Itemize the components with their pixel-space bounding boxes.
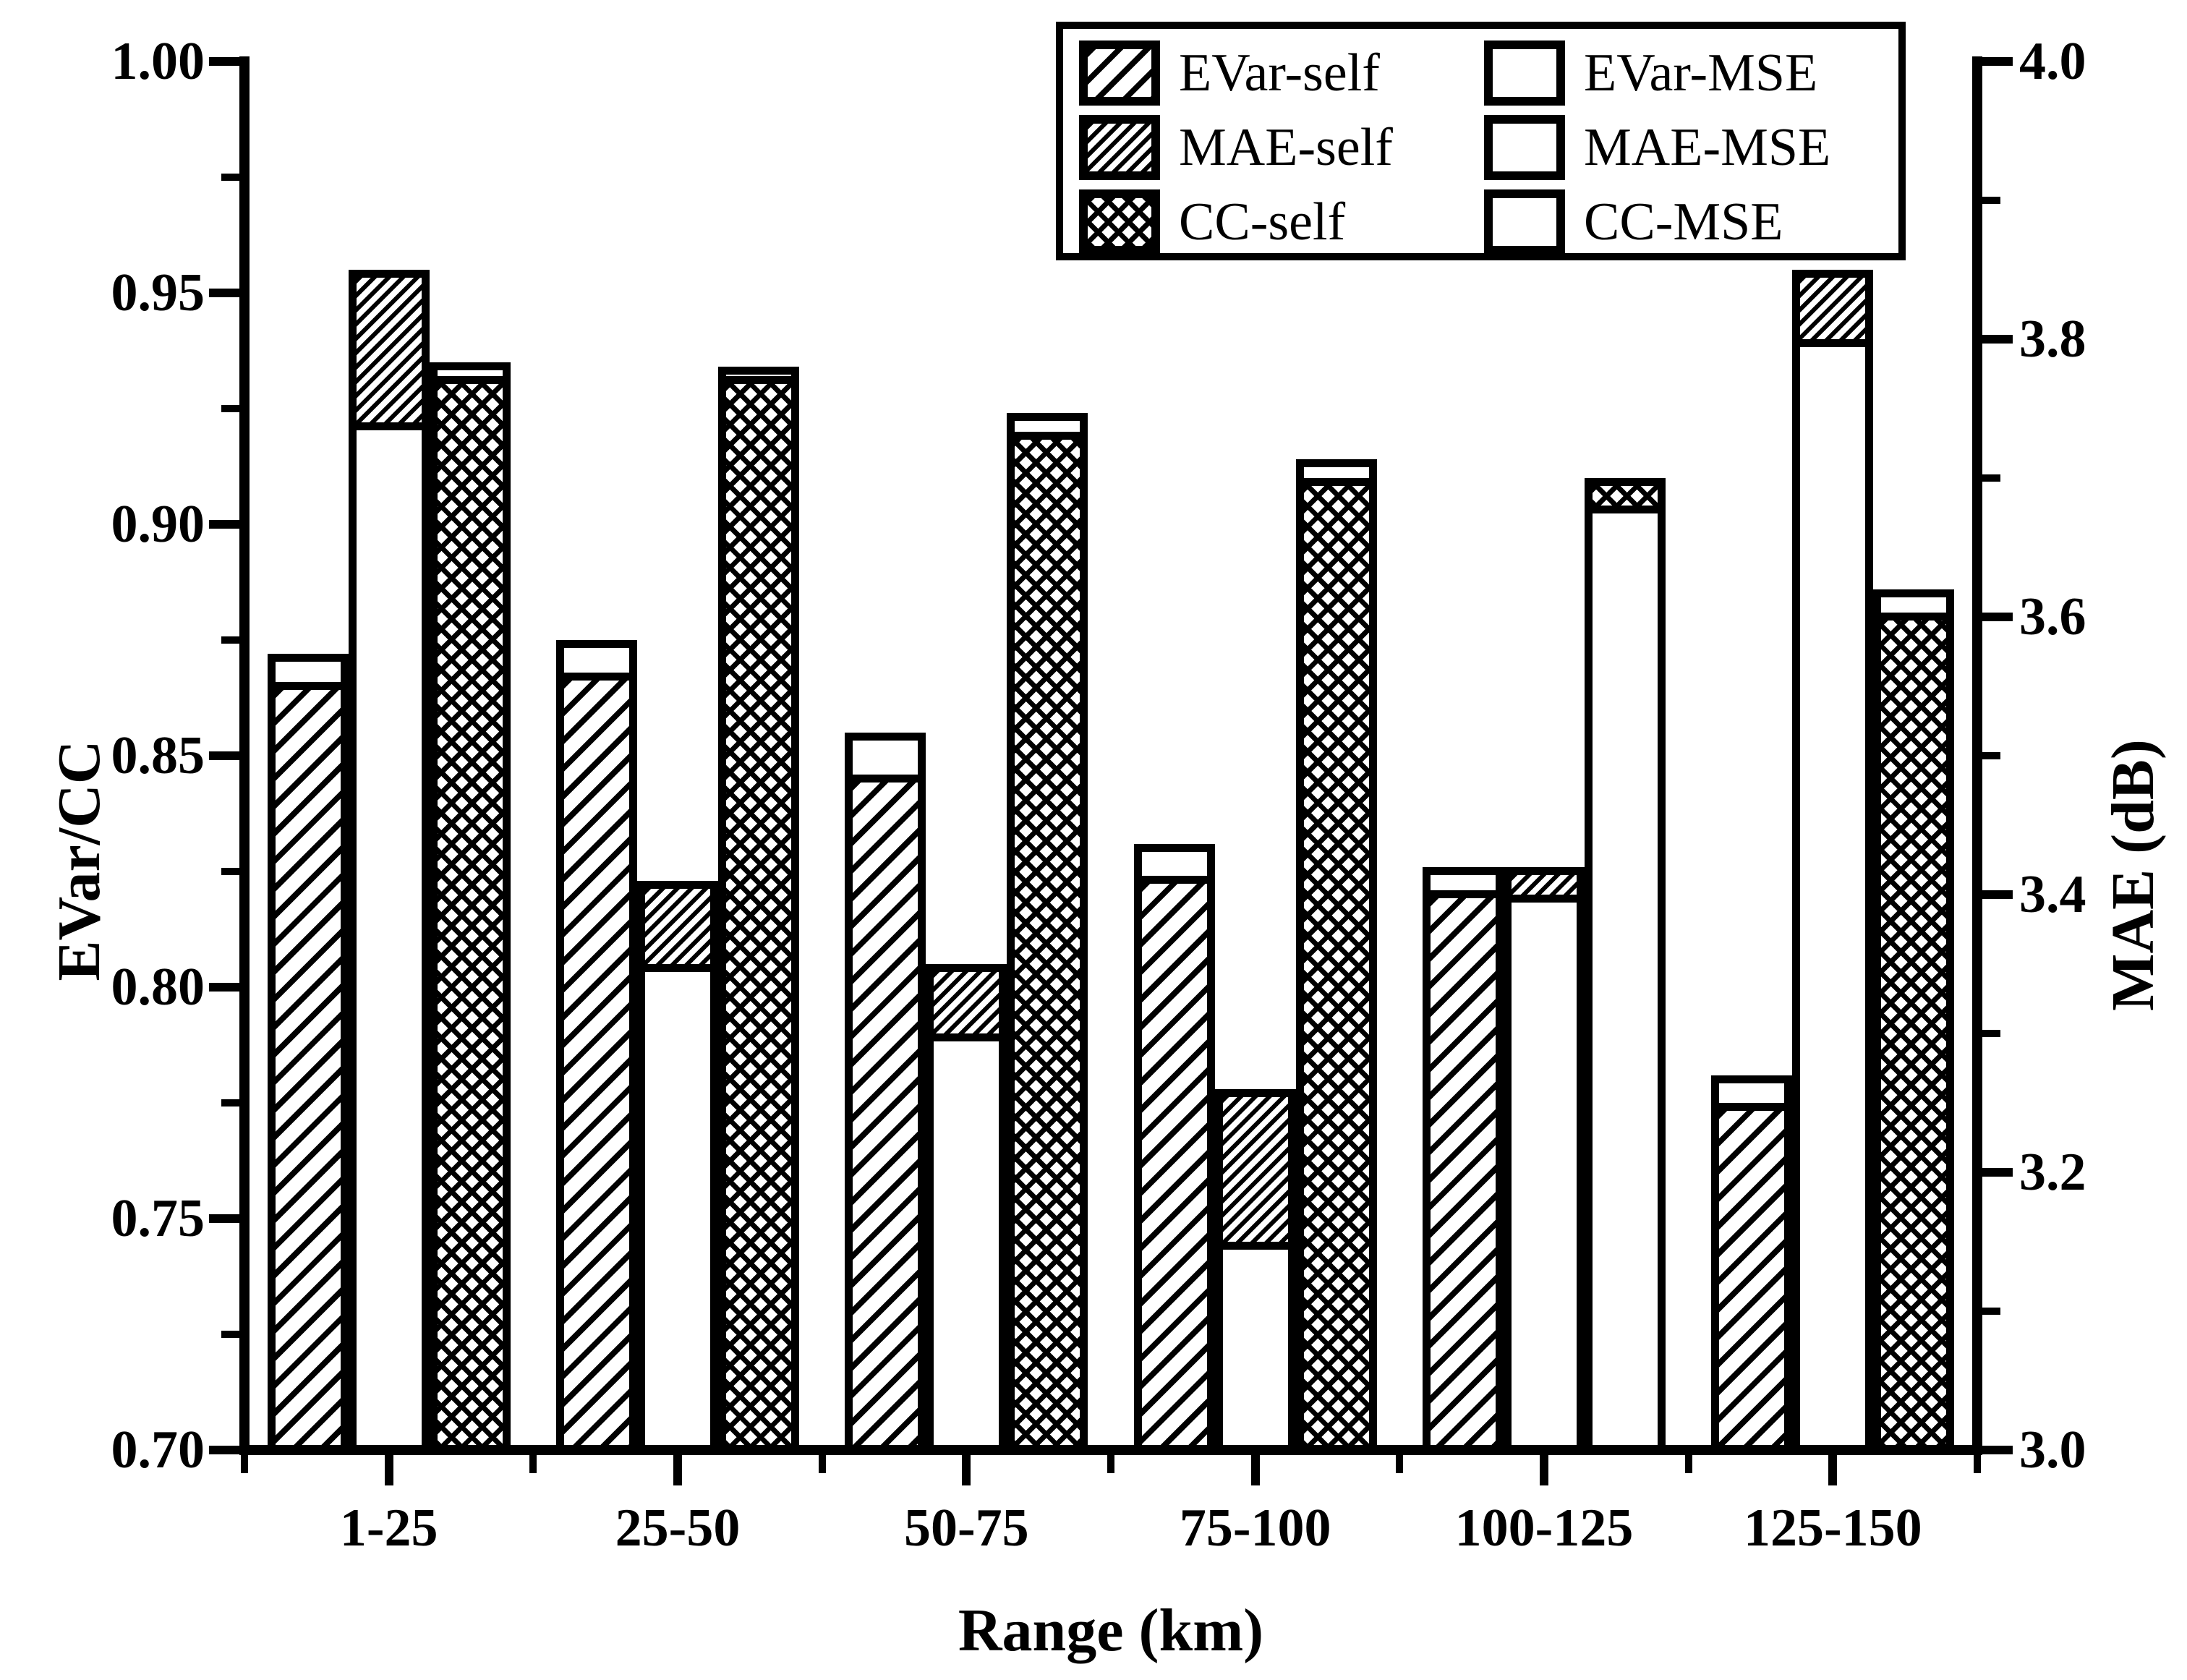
- left-axis-title: EVar/CC: [46, 740, 113, 981]
- bottom-minor-tick: [529, 1455, 537, 1473]
- right-minor-tick: [1982, 197, 2000, 204]
- bar-MAE-MSE-1-25: [348, 422, 430, 1455]
- bar-EVar-self-125-150: [1711, 1103, 1793, 1455]
- bar-MAE-MSE-25-50: [637, 964, 718, 1455]
- left-tick-label: 0.75: [111, 1189, 205, 1248]
- bottom-major-tick: [962, 1455, 971, 1485]
- bottom-major-tick: [673, 1455, 682, 1485]
- bar-CC-self-75-100: [1295, 478, 1377, 1455]
- right-major-tick: [1982, 57, 2013, 66]
- bottom-major-tick: [1828, 1455, 1838, 1485]
- bottom-minor-tick: [1684, 1455, 1692, 1473]
- right-axis-title: MAE (dB): [2099, 739, 2167, 1011]
- bottom-minor-tick: [1396, 1455, 1404, 1473]
- right-minor-tick: [1982, 752, 2000, 759]
- left-major-tick: [209, 57, 239, 66]
- bar-MAE-MSE-50-75: [926, 1033, 1007, 1455]
- bottom-minor-tick: [241, 1455, 248, 1473]
- bar-EVar-self-50-75: [845, 775, 926, 1455]
- legend-swatch-plain: [1484, 115, 1565, 180]
- right-major-tick: [1982, 1168, 2013, 1177]
- right-tick-label: 3.8: [2019, 310, 2086, 369]
- bottom-major-tick: [1540, 1455, 1548, 1485]
- legend-label: CC-self: [1179, 192, 1346, 252]
- legend-swatch-crosshatch: [1079, 189, 1160, 255]
- x-axis-title: Range (km): [958, 1597, 1264, 1664]
- left-major-tick: [209, 520, 239, 529]
- right-tick-label: 3.6: [2019, 587, 2086, 647]
- left-major-tick: [209, 751, 239, 760]
- legend-label: CC-MSE: [1584, 192, 1783, 252]
- bar-EVar-self-75-100: [1133, 876, 1215, 1455]
- right-minor-tick: [1982, 1308, 2000, 1315]
- x-tick-label-125-150: 125-150: [1744, 1498, 1922, 1558]
- bottom-major-tick: [384, 1455, 393, 1485]
- left-tick-label: 0.95: [111, 263, 205, 323]
- left-major-tick: [209, 289, 239, 297]
- legend: EVar-self MAE-self CC-self EVar-MSE MAE-MSE C…: [1056, 22, 1906, 260]
- x-tick-label-100-125: 100-125: [1454, 1498, 1634, 1558]
- left-minor-tick: [221, 405, 239, 412]
- right-major-tick: [1982, 1446, 2013, 1454]
- bar-CC-self-50-75: [1007, 432, 1088, 1455]
- bar-EVar-self-100-125: [1423, 890, 1504, 1455]
- left-tick-label: 0.85: [111, 726, 205, 785]
- bar-MAE-MSE-100-125: [1504, 895, 1585, 1455]
- legend-label: MAE-self: [1179, 118, 1393, 177]
- bottom-major-tick: [1250, 1455, 1260, 1485]
- x-tick-label-50-75: 50-75: [904, 1498, 1029, 1558]
- x-tick-label-1-25: 1-25: [339, 1498, 438, 1558]
- bar-EVar-self-1-25: [267, 682, 349, 1455]
- bottom-axis-spine: [239, 1445, 1982, 1455]
- right-minor-tick: [1982, 1030, 2000, 1037]
- right-tick-label: 3.2: [2019, 1143, 2086, 1202]
- legend-label: MAE-MSE: [1584, 118, 1831, 177]
- left-minor-tick: [221, 636, 239, 644]
- bottom-minor-tick: [1974, 1455, 1981, 1473]
- right-major-tick: [1982, 335, 2013, 344]
- left-tick-label: 1.00: [111, 32, 205, 91]
- left-major-tick: [209, 1214, 239, 1223]
- left-major-tick: [209, 983, 239, 992]
- right-axis-spine: [1972, 56, 1982, 1455]
- legend-swatch-plain: [1484, 40, 1565, 106]
- left-tick-label: 0.90: [111, 495, 205, 554]
- legend-swatch-diagonal-dense: [1079, 115, 1160, 180]
- right-tick-label: 3.4: [2019, 865, 2086, 924]
- right-major-tick: [1982, 613, 2013, 621]
- left-minor-tick: [221, 1331, 239, 1338]
- x-tick-label-75-100: 75-100: [1179, 1498, 1331, 1558]
- left-major-tick: [209, 1446, 239, 1454]
- right-minor-tick: [1982, 474, 2000, 482]
- left-tick-label: 0.70: [111, 1420, 205, 1480]
- right-tick-label: 4.0: [2019, 32, 2086, 91]
- left-axis-spine: [239, 56, 250, 1455]
- bar-EVar-self-25-50: [556, 673, 637, 1455]
- bar-CC-self-25-50: [718, 376, 799, 1455]
- legend-swatch-diagonal-sparse: [1079, 40, 1160, 106]
- bar-CC-self-1-25: [429, 376, 511, 1455]
- bar-MAE-MSE-125-150: [1792, 339, 1874, 1455]
- legend-label: EVar-self: [1179, 43, 1380, 103]
- bar-CC-self-125-150: [1873, 613, 1955, 1455]
- bottom-minor-tick: [818, 1455, 826, 1473]
- left-tick-label: 0.80: [111, 958, 205, 1017]
- left-minor-tick: [221, 174, 239, 181]
- right-tick-label: 3.0: [2019, 1420, 2086, 1480]
- bottom-minor-tick: [1107, 1455, 1114, 1473]
- legend-label: EVar-MSE: [1584, 43, 1818, 103]
- left-minor-tick: [221, 868, 239, 875]
- right-major-tick: [1982, 890, 2013, 899]
- bar-CC-MSE-100-125: [1585, 506, 1666, 1455]
- bar-MAE-MSE-75-100: [1214, 1242, 1296, 1455]
- x-tick-label-25-50: 25-50: [615, 1498, 741, 1558]
- left-minor-tick: [221, 1099, 239, 1107]
- legend-swatch-plain: [1484, 189, 1565, 255]
